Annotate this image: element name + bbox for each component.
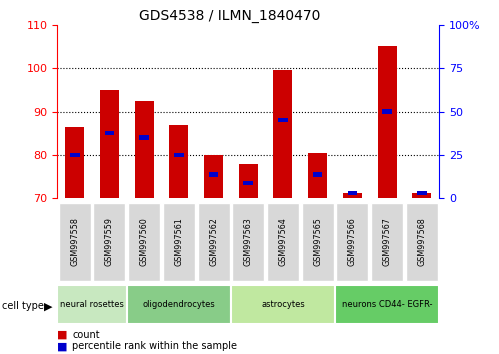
Bar — [198, 203, 230, 281]
Text: GSM997562: GSM997562 — [209, 217, 218, 266]
Bar — [93, 203, 125, 281]
Bar — [70, 153, 79, 157]
Bar — [335, 285, 439, 324]
Bar — [313, 172, 322, 177]
Text: GSM997559: GSM997559 — [105, 217, 114, 266]
Bar — [105, 131, 114, 135]
Text: neural rosettes: neural rosettes — [60, 300, 124, 309]
Bar — [348, 191, 357, 195]
Bar — [417, 191, 427, 195]
Bar — [57, 285, 127, 324]
Bar — [382, 109, 392, 114]
Text: GSM997561: GSM997561 — [174, 217, 183, 266]
Bar — [273, 70, 292, 198]
Bar — [244, 181, 253, 185]
Bar — [204, 155, 223, 198]
Text: GSM997560: GSM997560 — [140, 217, 149, 266]
Bar — [233, 203, 264, 281]
Bar — [100, 90, 119, 198]
Bar — [406, 203, 438, 281]
Bar — [231, 285, 335, 324]
Text: oligodendrocytes: oligodendrocytes — [143, 300, 215, 309]
Text: neurons CD44- EGFR-: neurons CD44- EGFR- — [342, 300, 432, 309]
Text: GSM997558: GSM997558 — [70, 217, 79, 266]
Bar — [371, 203, 403, 281]
Bar — [336, 203, 368, 281]
Bar — [267, 203, 299, 281]
Text: GSM997563: GSM997563 — [244, 217, 253, 266]
Text: count: count — [72, 330, 100, 339]
Bar — [65, 127, 84, 198]
Text: GSM997566: GSM997566 — [348, 217, 357, 266]
Text: percentile rank within the sample: percentile rank within the sample — [72, 341, 238, 351]
Bar — [343, 193, 362, 198]
Bar — [174, 153, 184, 157]
Text: GSM997564: GSM997564 — [278, 217, 287, 266]
Bar — [278, 118, 288, 122]
Bar — [378, 46, 397, 198]
Bar — [127, 285, 231, 324]
Text: cell type: cell type — [2, 301, 44, 311]
Bar — [169, 125, 189, 198]
Text: GDS4538 / ILMN_1840470: GDS4538 / ILMN_1840470 — [139, 9, 320, 23]
Text: GSM997568: GSM997568 — [417, 217, 426, 266]
Bar — [308, 153, 327, 198]
Bar — [139, 135, 149, 140]
Text: astrocytes: astrocytes — [261, 300, 305, 309]
Bar — [128, 203, 160, 281]
Text: ■: ■ — [57, 330, 68, 339]
Bar — [302, 203, 334, 281]
Text: ■: ■ — [57, 341, 68, 351]
Bar — [135, 101, 154, 198]
Bar — [59, 203, 91, 281]
Text: GSM997567: GSM997567 — [383, 217, 392, 266]
Bar — [209, 172, 219, 177]
Bar — [412, 193, 431, 198]
Bar — [239, 164, 258, 198]
Text: GSM997565: GSM997565 — [313, 217, 322, 266]
Text: ▶: ▶ — [44, 301, 52, 311]
Bar — [163, 203, 195, 281]
